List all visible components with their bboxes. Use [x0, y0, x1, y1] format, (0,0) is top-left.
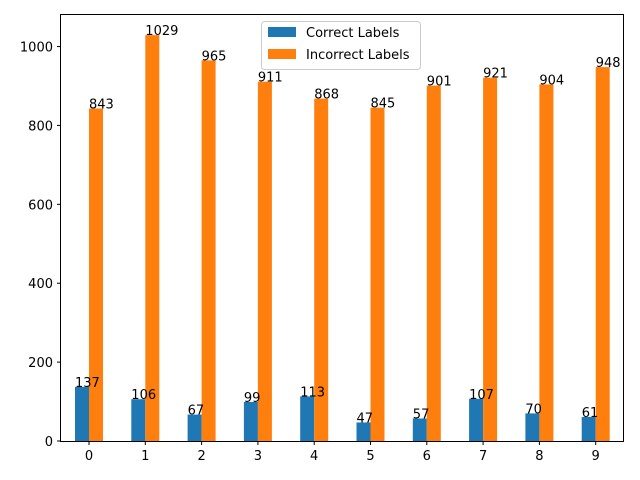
bar-correct-5	[356, 422, 371, 441]
data-labels-group: 137 843 106 1029 67 965 99 911 113 868 47 845 57 901 1…	[75, 24, 621, 426]
data-label-correct-4: 113	[300, 385, 325, 400]
data-label-correct-8: 70	[525, 402, 542, 417]
data-label-incorrect-9: 948	[596, 56, 621, 71]
x-tick-label-9: 9	[592, 449, 600, 464]
bar-correct-9	[581, 416, 596, 441]
x-tick-label-5: 5	[366, 449, 374, 464]
data-label-incorrect-6: 901	[427, 75, 452, 90]
bar-incorrect-7	[483, 77, 498, 441]
bar-correct-4	[300, 396, 315, 441]
data-label-incorrect-5: 845	[371, 97, 396, 112]
x-tick-label-3: 3	[254, 449, 262, 464]
data-label-correct-0: 137	[75, 376, 100, 391]
bar-correct-8	[525, 413, 540, 441]
x-tick-label-7: 7	[479, 449, 487, 464]
legend-swatch-correct	[268, 27, 296, 37]
data-label-incorrect-1: 1029	[145, 24, 178, 39]
x-tick-label-8: 8	[535, 449, 543, 464]
data-label-correct-7: 107	[469, 388, 494, 403]
bar-incorrect-9	[595, 67, 610, 442]
bar-incorrect-5	[370, 107, 385, 441]
y-tick-label-200: 200	[28, 356, 53, 371]
data-label-correct-6: 57	[413, 408, 430, 423]
data-label-incorrect-2: 965	[202, 49, 227, 64]
bar-correct-7	[469, 398, 484, 441]
bar-correct-3	[243, 401, 258, 441]
bar-incorrect-1	[145, 35, 160, 441]
x-tick-label-4: 4	[310, 449, 318, 464]
data-label-incorrect-3: 911	[258, 71, 283, 86]
bar-incorrect-8	[539, 84, 554, 441]
bar-correct-0	[75, 386, 89, 441]
bar-incorrect-4	[314, 98, 329, 441]
y-tick-label-0: 0	[45, 435, 53, 450]
y-axis: 0 200 400 600 800 1000	[20, 41, 61, 450]
legend: Correct Labels Incorrect Labels	[261, 21, 421, 70]
legend-box	[261, 21, 421, 70]
x-axis: 0 1 2 3 4 5 6 7 8 9	[85, 441, 600, 464]
bar-incorrect-2	[201, 60, 216, 441]
bar-correct-1	[131, 399, 146, 441]
legend-label-correct: Correct Labels	[306, 26, 400, 41]
data-label-correct-1: 106	[131, 388, 156, 403]
x-tick-label-2: 2	[197, 449, 205, 464]
data-label-incorrect-4: 868	[314, 88, 339, 103]
data-label-correct-2: 67	[188, 404, 205, 419]
bar-correct-2	[187, 414, 202, 441]
bar-incorrect-3	[257, 81, 272, 442]
data-label-incorrect-7: 921	[483, 67, 508, 82]
x-tick-label-1: 1	[141, 449, 149, 464]
plot-frame	[60, 14, 624, 442]
data-label-correct-9: 61	[582, 406, 599, 421]
y-tick-label-600: 600	[28, 198, 53, 213]
data-label-incorrect-8: 904	[539, 73, 564, 88]
bar-incorrect-0	[89, 108, 103, 441]
data-label-correct-3: 99	[244, 391, 261, 406]
data-label-incorrect-0: 843	[89, 97, 114, 112]
bar-incorrect-6	[426, 85, 441, 441]
bars-group	[75, 35, 610, 442]
legend-label-incorrect: Incorrect Labels	[306, 48, 410, 63]
bar-correct-6	[412, 418, 427, 441]
data-label-correct-5: 47	[357, 411, 374, 426]
y-tick-label-1000: 1000	[20, 41, 53, 56]
legend-swatch-incorrect	[268, 49, 296, 59]
y-tick-label-400: 400	[28, 277, 53, 292]
x-tick-label-0: 0	[85, 449, 93, 464]
y-tick-label-800: 800	[28, 119, 53, 134]
x-tick-label-6: 6	[423, 449, 431, 464]
